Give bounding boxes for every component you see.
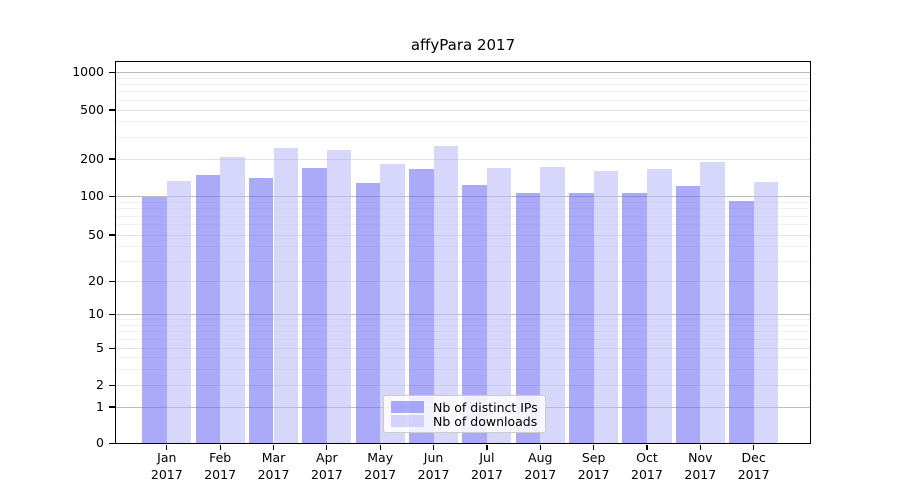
y-axis-tick-10	[109, 313, 115, 315]
x-axis-tick-jul	[486, 445, 488, 450]
bar-distinct-ips-jan	[142, 197, 167, 444]
bar-downloads-sep	[593, 170, 619, 444]
x-axis-tick-label-jun: Jun 2017	[417, 450, 450, 482]
bar-downloads-apr	[326, 149, 352, 444]
x-axis-tick-label-apr: Apr 2017	[310, 450, 343, 482]
x-axis-tick-label-nov: Nov 2017	[684, 450, 717, 482]
x-axis-tick-nov	[699, 445, 701, 450]
bar-downloads-dec	[753, 181, 779, 444]
legend-label-distinct-ips: Nb of distinct IPs	[433, 399, 538, 415]
x-axis-tick-label-jul: Jul 2017	[470, 450, 503, 482]
y-axis-tick-label-1: 1	[96, 398, 104, 414]
x-axis-tick-label-mar: Mar 2017	[257, 450, 290, 482]
gridline-200	[116, 158, 810, 160]
y-axis-tick-5	[109, 347, 115, 349]
legend: Nb of distinct IPs Nb of downloads	[383, 395, 546, 433]
x-axis-tick-apr	[326, 445, 328, 450]
y-axis-tick-label-2: 2	[96, 377, 104, 393]
y-axis-tick-label-5: 5	[96, 339, 104, 355]
x-axis-tick-aug	[539, 445, 541, 450]
bar-distinct-ips-oct	[622, 193, 647, 444]
x-axis-tick-label-may: May 2017	[364, 450, 397, 482]
y-axis-tick-1	[109, 406, 115, 408]
bar-distinct-ips-dec	[729, 201, 754, 444]
bar-downloads-mar	[273, 148, 299, 444]
y-axis-tick-20	[109, 281, 115, 283]
x-axis-tick-label-feb: Feb 2017	[204, 450, 237, 482]
bar-downloads-oct	[646, 169, 672, 444]
x-axis-tick-jun	[432, 445, 435, 450]
gridline-700	[116, 91, 810, 93]
gridline-400	[116, 121, 810, 123]
y-axis-tick-label-1000: 1000	[72, 64, 104, 80]
x-axis-tick-label-dec: Dec 2017	[737, 450, 770, 482]
gridline-600	[116, 99, 810, 101]
legend-swatch-downloads	[391, 415, 424, 427]
x-axis-tick-sep	[592, 445, 595, 450]
x-axis-tick-oct	[646, 445, 648, 450]
x-axis-tick-label-oct: Oct 2017	[631, 450, 663, 482]
x-axis-tick-label-jan: Jan 2017	[150, 450, 183, 482]
x-axis-tick-label-sep: Sep 2017	[577, 450, 610, 482]
bar-distinct-ips-may	[355, 183, 381, 444]
x-axis-tick-label-aug: Aug 2017	[524, 450, 557, 482]
y-axis-tick-500	[109, 109, 115, 111]
bar-downloads-jun	[433, 146, 459, 444]
y-axis-tick-label-50: 50	[88, 226, 104, 242]
x-axis-tick-may	[379, 445, 381, 450]
gridline-1000	[116, 72, 810, 74]
legend-swatch-distinct-ips	[391, 401, 424, 413]
y-axis-tick-0	[109, 442, 115, 445]
y-axis-tick-label-500: 500	[80, 101, 104, 117]
gridline-800	[116, 84, 810, 86]
y-axis-tick-label-20: 20	[88, 273, 104, 289]
y-axis-tick-label-10: 10	[88, 305, 104, 321]
y-axis-tick-1000	[109, 72, 115, 74]
bar-downloads-nov	[700, 161, 725, 444]
gridline-500	[116, 109, 810, 111]
y-axis-tick-label-0: 0	[96, 435, 104, 450]
bar-distinct-ips-nov	[675, 186, 701, 444]
bar-distinct-ips-mar	[248, 177, 274, 444]
bar-distinct-ips-sep	[569, 192, 594, 444]
x-axis-tick-feb	[219, 445, 221, 450]
legend-item-downloads: Nb of downloads	[391, 413, 538, 429]
bar-downloads-jan	[166, 181, 192, 444]
y-axis-tick-label-100: 100	[80, 188, 104, 203]
y-axis-tick-200	[109, 158, 115, 160]
gridline-300	[116, 136, 810, 138]
gridline-900	[116, 77, 810, 79]
legend-label-downloads: Nb of downloads	[433, 413, 538, 429]
y-axis-tick-100	[109, 195, 115, 198]
y-axis-tick-2	[109, 385, 115, 387]
x-axis-tick-mar	[272, 445, 275, 450]
bar-downloads-feb	[220, 156, 245, 444]
chart-title: affyPara 2017	[410, 36, 516, 54]
y-axis-tick-50	[109, 234, 115, 236]
legend-item-distinct-ips: Nb of distinct IPs	[391, 399, 538, 415]
x-axis-tick-jan	[166, 445, 168, 450]
x-axis-tick-dec	[753, 445, 755, 450]
y-axis-tick-label-200: 200	[80, 150, 104, 166]
bar-distinct-ips-apr	[302, 167, 327, 444]
bar-distinct-ips-feb	[195, 175, 221, 444]
